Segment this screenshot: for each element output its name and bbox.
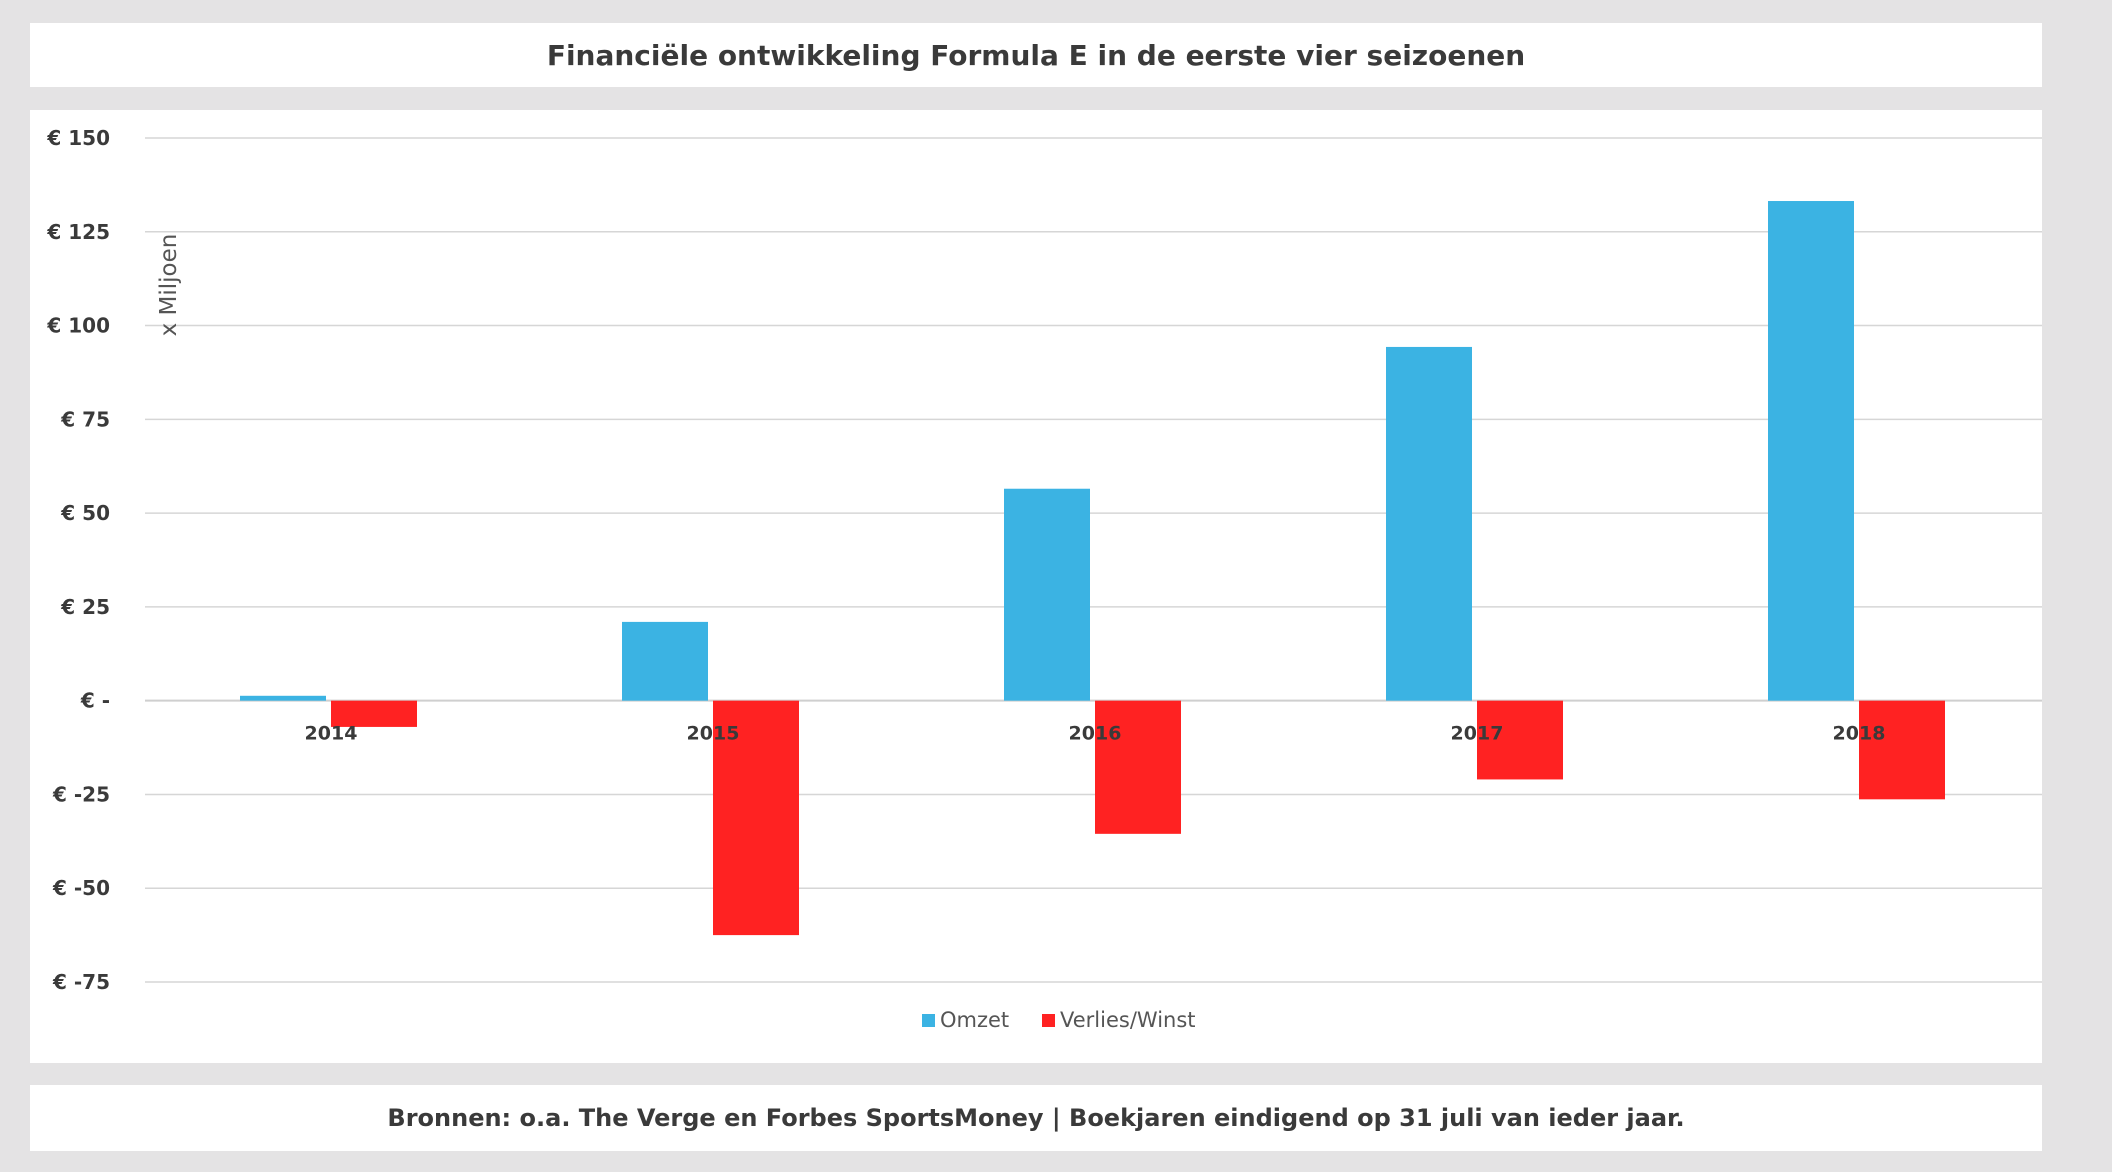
bar-verlies-winst-2014	[331, 700, 417, 727]
y-axis-ticks: € 150 € 125 € 100 € 75 € 50 € 25 € - € -25 € -50…	[46, 126, 110, 994]
y-tick-label: € -50	[52, 876, 110, 900]
bar-verlies-winst-2018	[1859, 700, 1945, 800]
y-tick-label: € 25	[60, 595, 110, 619]
x-tick-label: 2015	[687, 723, 740, 745]
bars	[240, 201, 1945, 936]
bar-verlies-winst-2016	[1095, 700, 1181, 834]
x-axis-ticks: 2014 2015 2016 2017 2018	[305, 723, 1886, 745]
chart-panel: € 150 € 125 € 100 € 75 € 50 € 25 € - € -25 € -50…	[30, 110, 2042, 1063]
y-tick-label: € -25	[52, 782, 110, 806]
source-note: Bronnen: o.a. The Verge en Forbes Sports…	[387, 1104, 1685, 1132]
x-tick-label: 2014	[305, 723, 358, 745]
y-axis-label: x Miljoen	[156, 234, 182, 337]
bar-verlies-winst-2017	[1477, 700, 1563, 780]
bar-verlies-winst-2015	[713, 700, 799, 936]
chart-title: Financiële ontwikkeling Formula E in de …	[546, 39, 1526, 72]
legend-label: Omzet	[940, 1008, 1009, 1032]
bar-omzet-2014	[240, 695, 326, 701]
y-tick-label: € 150	[46, 126, 110, 150]
legend: Omzet Verlies/Winst	[922, 1008, 1196, 1032]
source-footer: Bronnen: o.a. The Verge en Forbes Sports…	[30, 1085, 2042, 1151]
bar-omzet-2016	[1004, 488, 1090, 701]
x-tick-label: 2017	[1451, 723, 1504, 745]
y-tick-label: € -75	[52, 970, 110, 994]
y-tick-label: € 100	[46, 314, 110, 338]
bar-omzet-2017	[1386, 346, 1472, 701]
bar-chart: € 150 € 125 € 100 € 75 € 50 € 25 € - € -25 € -50…	[46, 126, 2042, 1032]
gridlines	[145, 137, 2042, 983]
y-tick-label: € 50	[60, 501, 110, 525]
legend-label: Verlies/Winst	[1060, 1008, 1196, 1032]
legend-swatch-verlies-winst	[1042, 1014, 1055, 1027]
y-tick-label: € 125	[46, 220, 110, 244]
bar-omzet-2015	[622, 621, 708, 701]
legend-swatch-omzet	[922, 1014, 935, 1027]
x-tick-label: 2016	[1069, 723, 1122, 745]
bar-omzet-2018	[1768, 201, 1854, 701]
title-banner: Financiële ontwikkeling Formula E in de …	[30, 23, 2042, 87]
y-tick-label: € 75	[60, 407, 110, 431]
x-tick-label: 2018	[1833, 723, 1886, 745]
y-tick-label: € -	[80, 689, 110, 713]
